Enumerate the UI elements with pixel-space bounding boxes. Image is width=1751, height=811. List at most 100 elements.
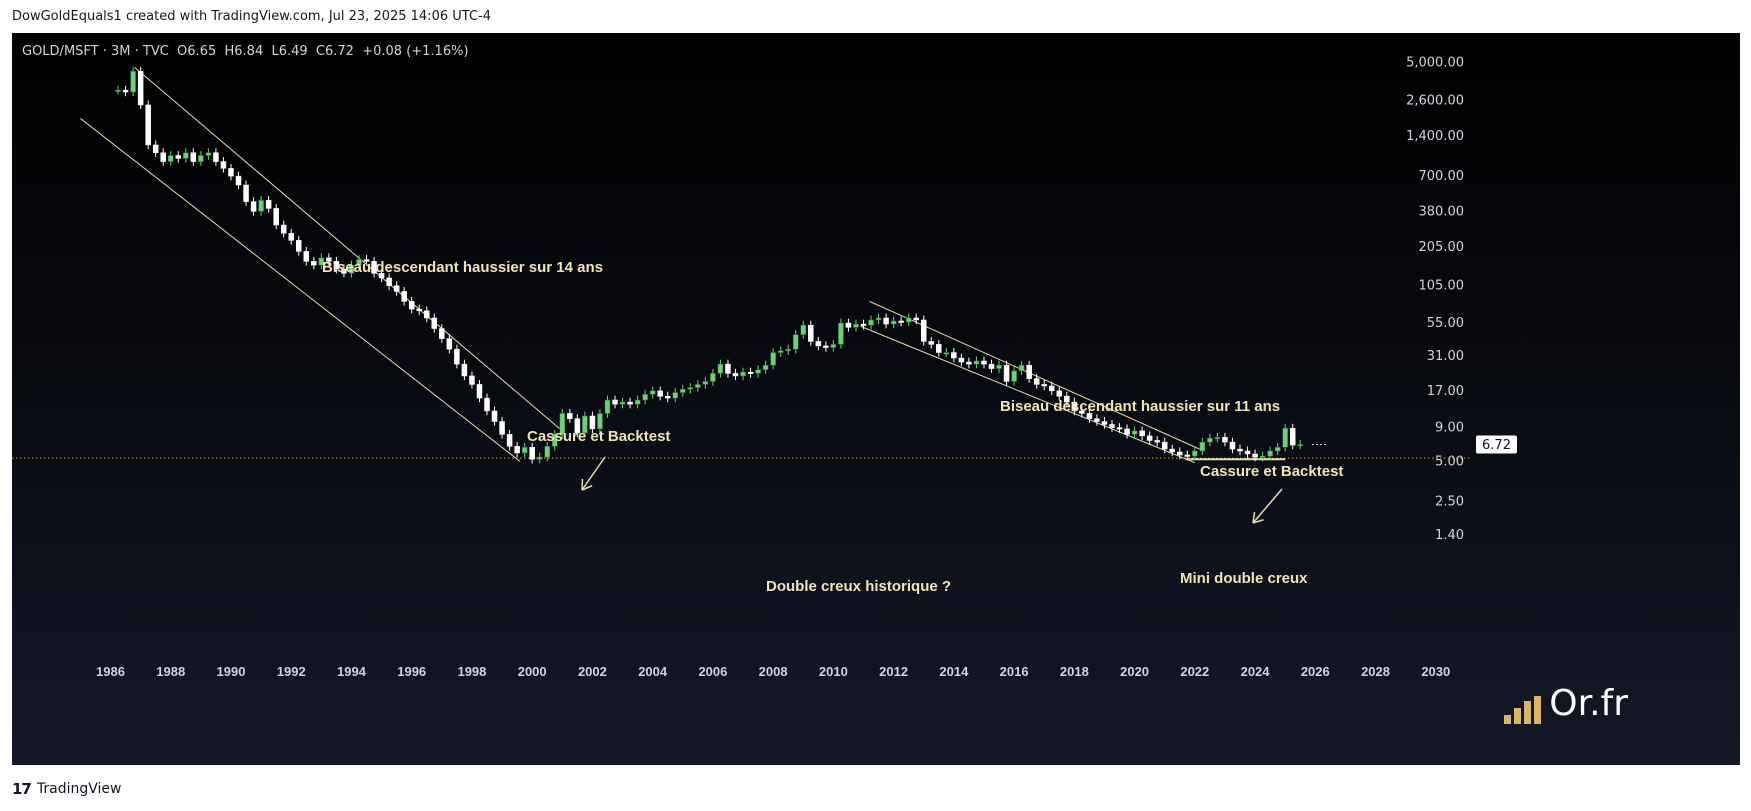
candle[interactable]	[627, 397, 633, 409]
candle[interactable]	[1003, 360, 1010, 386]
candle[interactable]	[1259, 451, 1266, 462]
candle[interactable]	[258, 195, 264, 216]
candle[interactable]	[958, 353, 965, 367]
candle[interactable]	[205, 148, 212, 160]
candle[interactable]	[1124, 424, 1130, 439]
candle[interactable]	[190, 148, 197, 166]
chart-area[interactable]: 1.40 2.50 5.00 9.00 17.00 31.00 55.00 105.00 205…	[12, 33, 1740, 765]
candle[interactable]	[469, 371, 475, 389]
candle[interactable]	[1033, 374, 1040, 389]
candle[interactable]	[371, 256, 377, 278]
wedge-2-lower-line[interactable]	[860, 325, 1196, 464]
candle[interactable]	[1139, 426, 1145, 441]
candle[interactable]	[506, 429, 513, 451]
candle[interactable]	[484, 393, 490, 416]
candle[interactable]	[552, 429, 558, 451]
candle[interactable]	[416, 304, 422, 315]
candle[interactable]	[424, 306, 430, 323]
candle[interactable]	[213, 148, 219, 166]
candle[interactable]	[529, 442, 535, 464]
candle[interactable]	[740, 367, 746, 381]
candle[interactable]	[898, 316, 904, 327]
candle[interactable]	[582, 411, 588, 438]
candle[interactable]	[378, 268, 385, 283]
candle[interactable]	[905, 313, 912, 327]
candle[interactable]	[928, 336, 935, 349]
candle[interactable]	[296, 235, 302, 256]
candle[interactable]	[973, 356, 980, 369]
candle[interactable]	[574, 414, 581, 438]
candle[interactable]	[1041, 379, 1047, 391]
chart-annotation[interactable]: Double creux historique ?	[766, 578, 951, 595]
candle[interactable]	[318, 253, 325, 270]
price-chart[interactable]: 1.40 2.50 5.00 9.00 17.00 31.00 55.00 105.00 205…	[12, 33, 1740, 765]
candle[interactable]	[273, 203, 279, 230]
candle[interactable]	[567, 408, 573, 423]
candle[interactable]	[1214, 432, 1221, 443]
candle[interactable]	[1244, 446, 1251, 459]
candle[interactable]	[642, 389, 648, 405]
tradingview-logo[interactable]: 17 TradingView	[12, 780, 121, 798]
candle[interactable]	[536, 452, 543, 464]
candle[interactable]	[393, 281, 400, 296]
candle[interactable]	[913, 313, 919, 325]
candle[interactable]	[521, 442, 528, 458]
candle[interactable]	[702, 377, 709, 389]
candle[interactable]	[1199, 437, 1206, 456]
candle[interactable]	[243, 180, 249, 206]
candle[interactable]	[770, 348, 776, 370]
candle[interactable]	[280, 220, 287, 238]
candle[interactable]	[514, 441, 520, 458]
candle[interactable]	[619, 397, 626, 409]
candle[interactable]	[326, 253, 332, 266]
candle[interactable]	[303, 246, 310, 266]
candle[interactable]	[145, 100, 151, 150]
candle[interactable]	[808, 320, 814, 346]
candle[interactable]	[792, 330, 799, 354]
chart-annotation[interactable]: Mini double creux	[1180, 570, 1308, 587]
candle[interactable]	[883, 313, 889, 329]
candle[interactable]	[1086, 408, 1093, 423]
annotation-arrow[interactable]	[1252, 488, 1283, 524]
candle[interactable]	[228, 163, 234, 181]
candle[interactable]	[762, 360, 769, 374]
candle[interactable]	[288, 228, 294, 245]
candle[interactable]	[680, 384, 686, 397]
candle[interactable]	[1018, 360, 1025, 376]
candle[interactable]	[1101, 417, 1108, 429]
candle[interactable]	[951, 348, 957, 363]
candle[interactable]	[1026, 360, 1032, 383]
candle[interactable]	[589, 411, 596, 434]
candle[interactable]	[800, 320, 807, 339]
candle[interactable]	[1154, 436, 1160, 447]
candle[interactable]	[167, 151, 174, 166]
candle[interactable]	[235, 171, 242, 190]
candle[interactable]	[363, 255, 370, 266]
candle[interactable]	[499, 417, 505, 439]
candle[interactable]	[634, 395, 641, 409]
candle[interactable]	[476, 379, 483, 403]
candle[interactable]	[988, 359, 995, 373]
candle[interactable]	[160, 148, 166, 166]
candle[interactable]	[356, 255, 362, 270]
candle[interactable]	[198, 151, 204, 166]
candle[interactable]	[604, 395, 611, 418]
candle[interactable]	[1229, 437, 1236, 454]
candle[interactable]	[1274, 442, 1281, 456]
candle[interactable]	[838, 318, 844, 349]
candle[interactable]	[732, 368, 739, 381]
wedge-1-upper-line[interactable]	[134, 66, 563, 432]
candle[interactable]	[152, 140, 159, 157]
candle[interactable]	[1131, 426, 1138, 439]
candle[interactable]	[1056, 386, 1063, 401]
candle[interactable]	[981, 356, 987, 369]
candle[interactable]	[1071, 397, 1078, 416]
candle[interactable]	[348, 260, 355, 278]
candle[interactable]	[122, 85, 129, 97]
candle[interactable]	[725, 359, 731, 378]
candle[interactable]	[250, 197, 257, 216]
candle[interactable]	[1297, 440, 1303, 450]
candle[interactable]	[454, 344, 460, 369]
candle[interactable]	[544, 441, 550, 462]
candle[interactable]	[115, 85, 121, 95]
